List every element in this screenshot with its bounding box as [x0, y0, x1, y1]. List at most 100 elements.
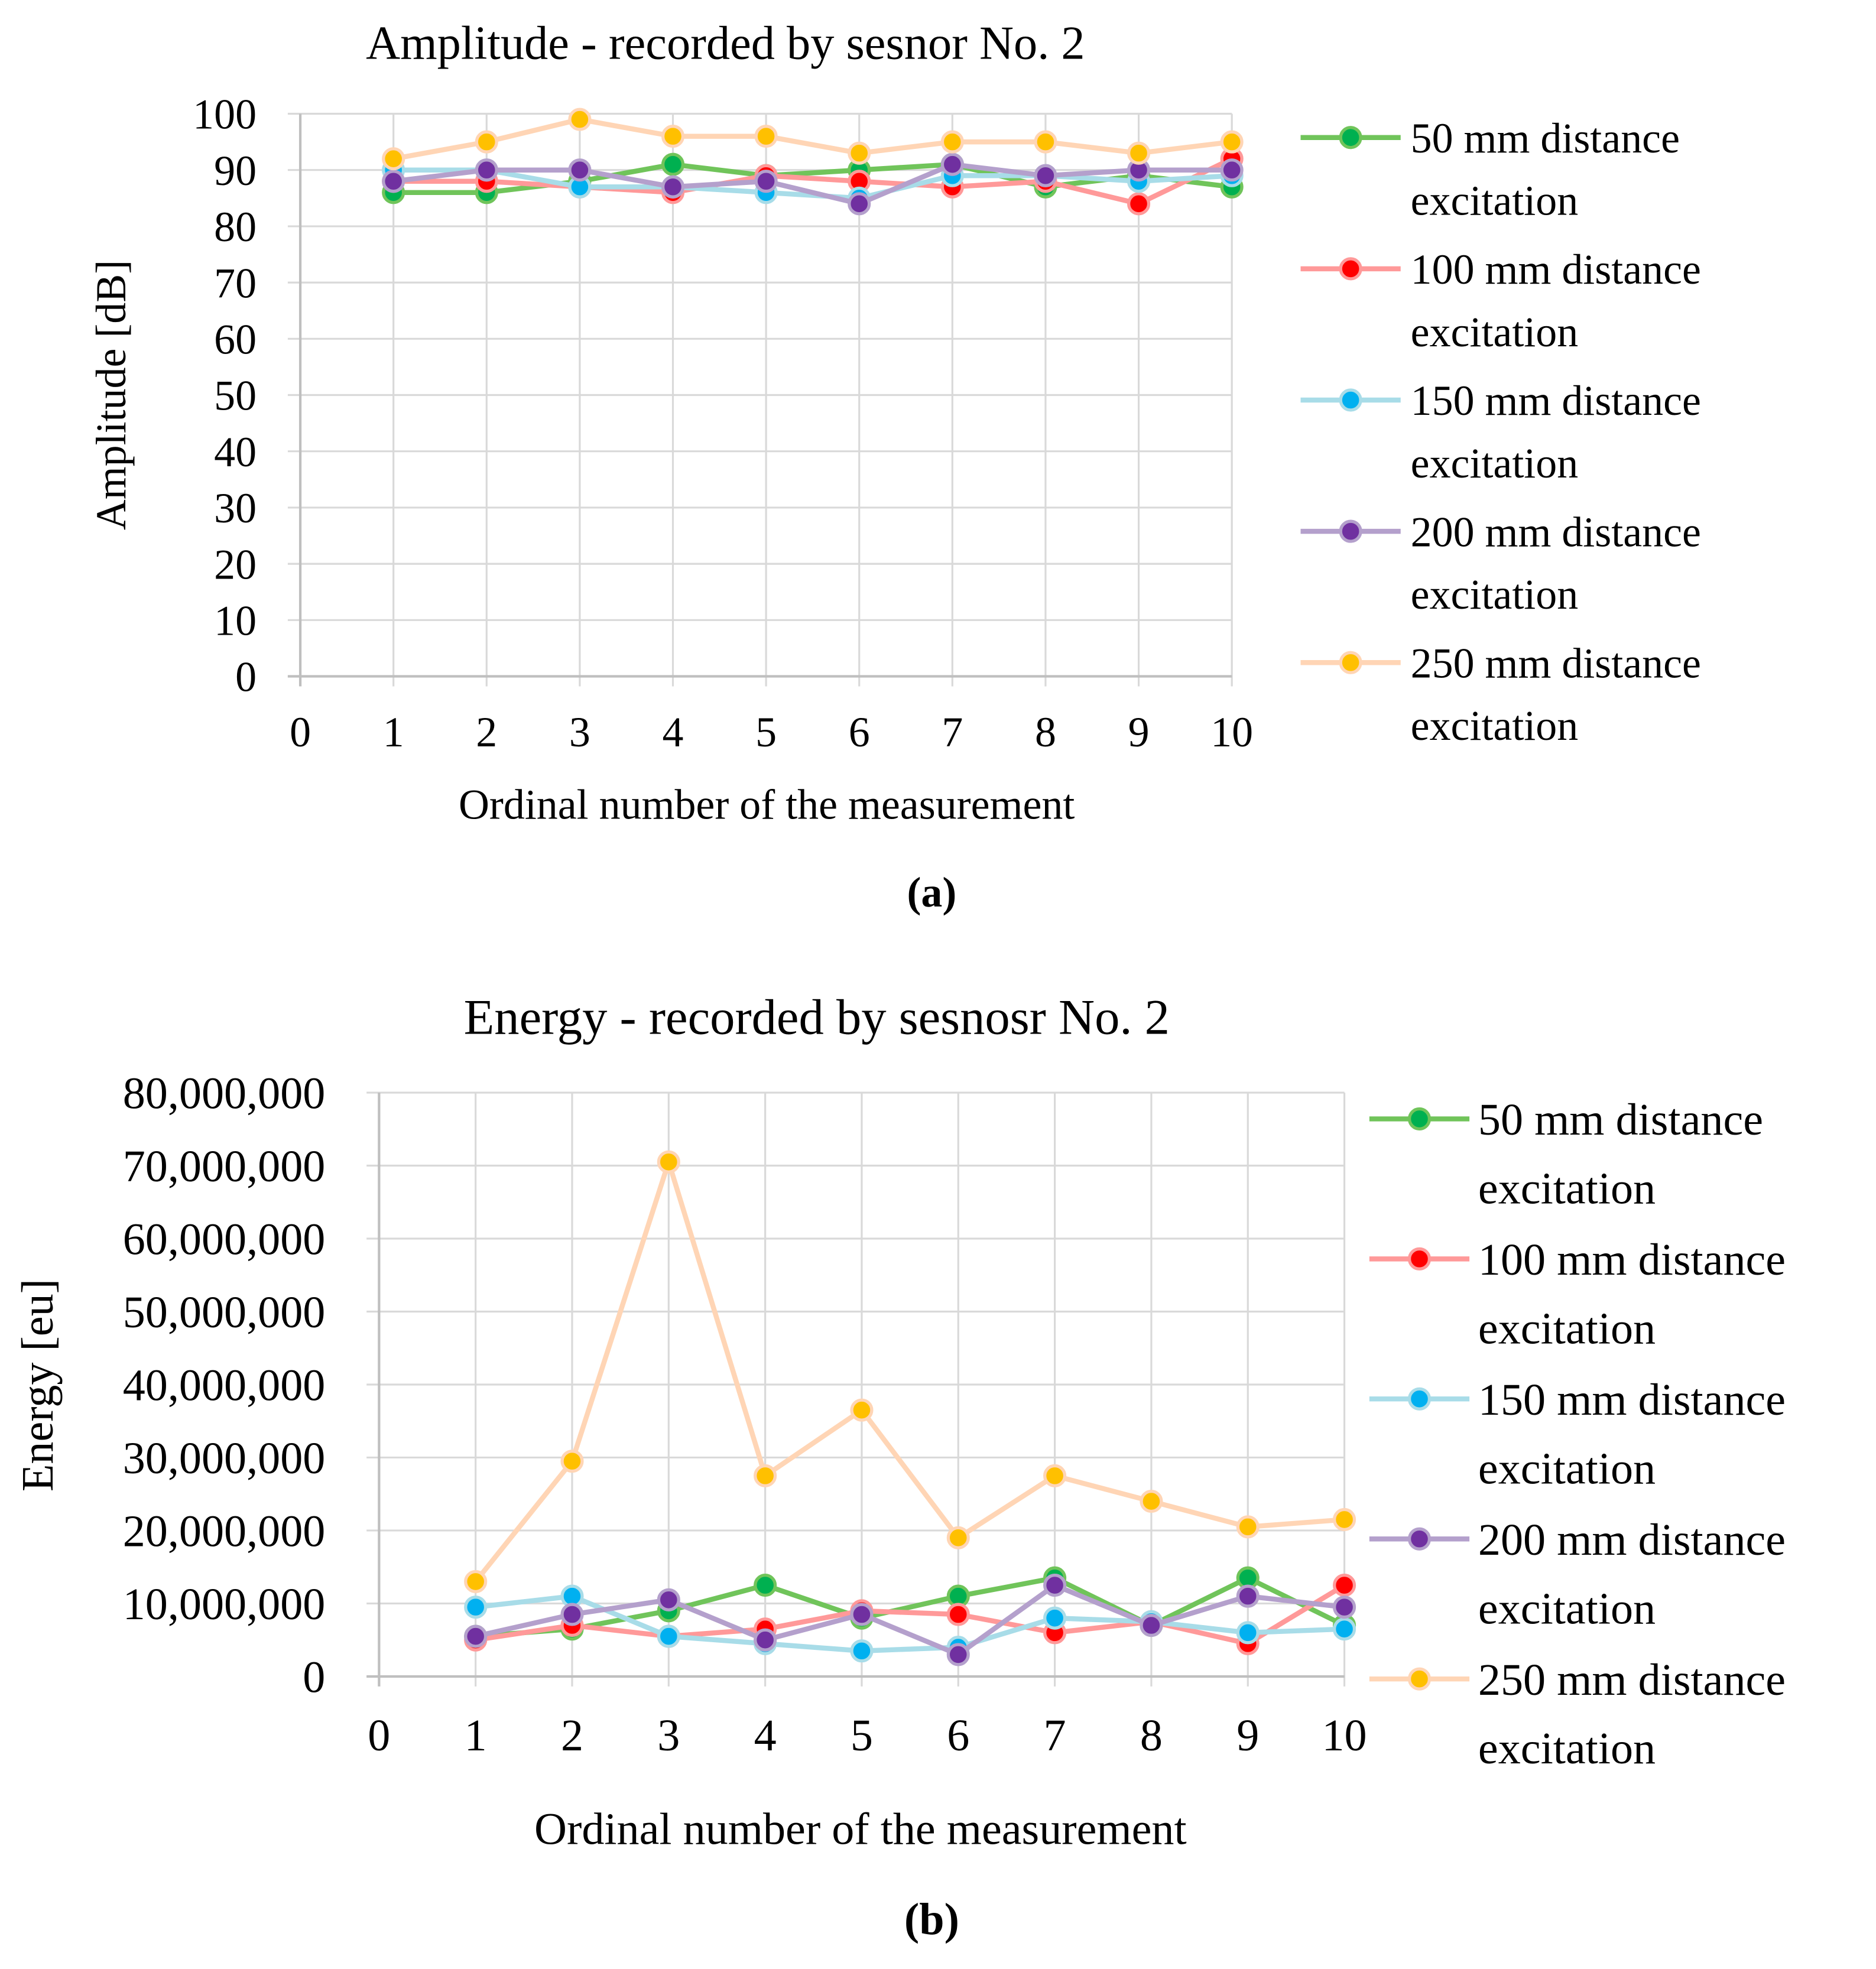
data-point [1034, 130, 1057, 154]
y-tick-label: 50 [214, 372, 257, 420]
x-tick-label: 10 [1322, 1711, 1367, 1760]
y-tick-label: 10,000,000 [123, 1580, 326, 1629]
legend-marker [1339, 257, 1362, 281]
data-point [850, 1398, 874, 1422]
y-tick-label: 50,000,000 [123, 1288, 326, 1337]
chart-title: Energy - recorded by sesnosr No. 2 [464, 990, 1170, 1045]
data-point [464, 1570, 488, 1593]
series-3: 150 mm distance excitation [382, 158, 1701, 487]
legend-label-line: 50 mm distance [1411, 115, 1680, 162]
legend-label: 250 mm distance excitation [1411, 639, 1701, 749]
series-4: 200 mm distance excitation [464, 1515, 1786, 1666]
legend-marker [1339, 388, 1362, 412]
x-tick-label: 0 [368, 1711, 390, 1760]
x-tick-label: 1 [465, 1711, 487, 1760]
data-point [754, 170, 778, 193]
x-tick-label: 8 [1035, 709, 1056, 756]
legend-label-line: 200 mm distance [1411, 508, 1701, 555]
data-point [464, 1624, 488, 1648]
series-line [473, 1159, 1345, 1584]
data-point [1043, 1574, 1067, 1597]
legend-label: 200 mm distance excitation [1411, 508, 1701, 618]
data-point [1332, 1596, 1356, 1619]
series-5: 250 mm distance excitation [382, 108, 1701, 749]
legend-label-line: excitation [1478, 1164, 1656, 1213]
series-line [393, 161, 1232, 196]
y-tick-label: 10 [214, 597, 257, 644]
data-point [1127, 141, 1151, 165]
legend-label-line: excitation [1478, 1444, 1656, 1493]
legend-label-line: 250 mm distance [1478, 1655, 1786, 1705]
data-point [657, 1588, 680, 1611]
data-point [661, 175, 685, 199]
x-tick-label: 9 [1236, 1711, 1259, 1760]
legend-label-line: excitation [1411, 440, 1579, 487]
legend-label: 100 mm distance excitation [1411, 246, 1701, 356]
data-point [1034, 164, 1057, 187]
series-1: 50 mm distance excitation [382, 115, 1680, 225]
series-line [392, 116, 1232, 161]
y-tick-label: 40,000,000 [123, 1361, 326, 1411]
data-point [754, 1628, 777, 1652]
legend-marker [1339, 651, 1362, 674]
data-point [475, 158, 498, 182]
legend-marker [1407, 1107, 1432, 1130]
data-point [946, 1643, 970, 1666]
data-point [1332, 1507, 1356, 1532]
legend-label: 250 mm distance excitation [1478, 1655, 1786, 1773]
legend-label: 50 mm distance excitation [1478, 1095, 1763, 1213]
x-tick-label: 3 [569, 709, 590, 756]
data-point [382, 147, 405, 171]
data-point [946, 1526, 970, 1549]
data-point [1043, 1464, 1067, 1487]
series-line [475, 1583, 1345, 1658]
x-tick-label: 2 [561, 1711, 583, 1760]
data-point [1332, 1574, 1356, 1597]
y-tick-label: 30 [214, 485, 257, 532]
legend-label: 150 mm distance excitation [1411, 377, 1701, 487]
x-axis-label: Ordinal number of the measurement [459, 781, 1075, 828]
data-point [946, 1603, 970, 1626]
x-tick-label: 4 [663, 709, 684, 756]
data-point [657, 1150, 680, 1174]
legend-label: 150 mm distance excitation [1478, 1375, 1786, 1493]
series-2: 100 mm distance excitation [464, 1235, 1786, 1655]
legend-label-line: excitation [1478, 1584, 1656, 1633]
legend-label-line: excitation [1411, 571, 1579, 618]
y-axis-label: Energy [eu] [13, 1279, 63, 1492]
data-point [382, 170, 405, 193]
data-point [940, 130, 964, 154]
y-tick-label: 30,000,000 [123, 1434, 326, 1483]
data-point [661, 152, 685, 176]
y-tick-label: 60 [214, 316, 257, 363]
data-point [1220, 158, 1244, 182]
chart-energy: 0 10,000,000 20,000,000 30,000,000 40,000,00… [13, 990, 1786, 1944]
y-tick-label: 60,000,000 [123, 1215, 326, 1265]
data-point [754, 1464, 777, 1487]
legend-marker [1339, 519, 1362, 543]
data-point [1140, 1490, 1163, 1513]
y-tick-label: 0 [235, 654, 257, 701]
x-tick-label: 6 [947, 1711, 969, 1760]
data-point [657, 1624, 680, 1648]
legend-label-line: 200 mm distance [1478, 1515, 1786, 1565]
legend-label-line: excitation [1411, 308, 1579, 356]
y-tick-label: 80 [214, 203, 257, 251]
legend-label-line: 250 mm distance [1411, 639, 1701, 687]
legend-marker [1407, 1387, 1432, 1411]
data-point [568, 108, 592, 131]
data-point [464, 1596, 488, 1619]
legend-label: 200 mm distance excitation [1478, 1515, 1786, 1633]
y-tick-label: 0 [303, 1653, 325, 1702]
data-point [754, 125, 778, 148]
legend-label: 100 mm distance excitation [1478, 1235, 1786, 1353]
data-point [754, 1574, 777, 1597]
x-tick-label: 7 [942, 709, 963, 756]
data-point [1140, 1613, 1163, 1637]
y-tick-label: 70 [214, 259, 257, 307]
legend-label-line: 100 mm distance [1411, 246, 1701, 293]
x-tick-label: 1 [383, 709, 404, 756]
data-point [848, 192, 871, 216]
data-point [850, 1639, 874, 1663]
data-point [1236, 1515, 1260, 1539]
